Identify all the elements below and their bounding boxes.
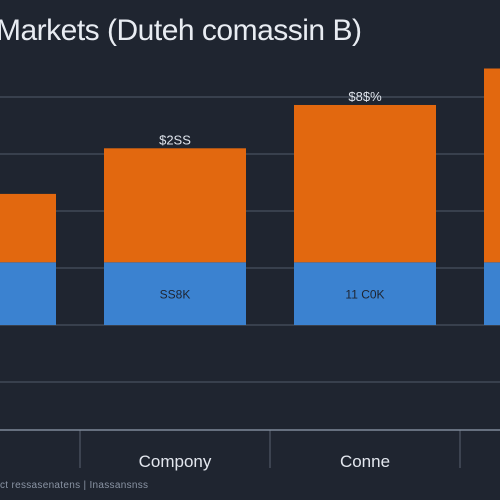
footer-note: ct ressasenatens | Inassansnss: [0, 480, 149, 491]
bar-value-label: $8$%: [348, 89, 382, 104]
bar-segment-blue: [0, 262, 56, 325]
bar-inner-label: 11 C0K: [345, 288, 384, 302]
bar-segment-orange: [104, 148, 246, 263]
bar-segment-orange: [294, 104, 436, 263]
gridlines: [0, 96, 500, 383]
bar-inner-label: SS8K: [160, 288, 191, 302]
bars: [0, 68, 500, 325]
bar-value-label: $2SS: [159, 132, 191, 147]
bar-segment-orange: [0, 193, 56, 263]
bar-segment-blue: [484, 262, 500, 325]
bar-segment-blue: [294, 262, 436, 325]
x-tick-label: Conne: [340, 452, 390, 471]
bar-segment-orange: [484, 68, 500, 263]
x-tick-label: Compony: [139, 452, 212, 471]
bar-segment-blue: [104, 262, 246, 325]
x-axis: stComponyConne: [0, 429, 500, 471]
chart-title: Markets (Duteh comassin B): [0, 14, 362, 47]
